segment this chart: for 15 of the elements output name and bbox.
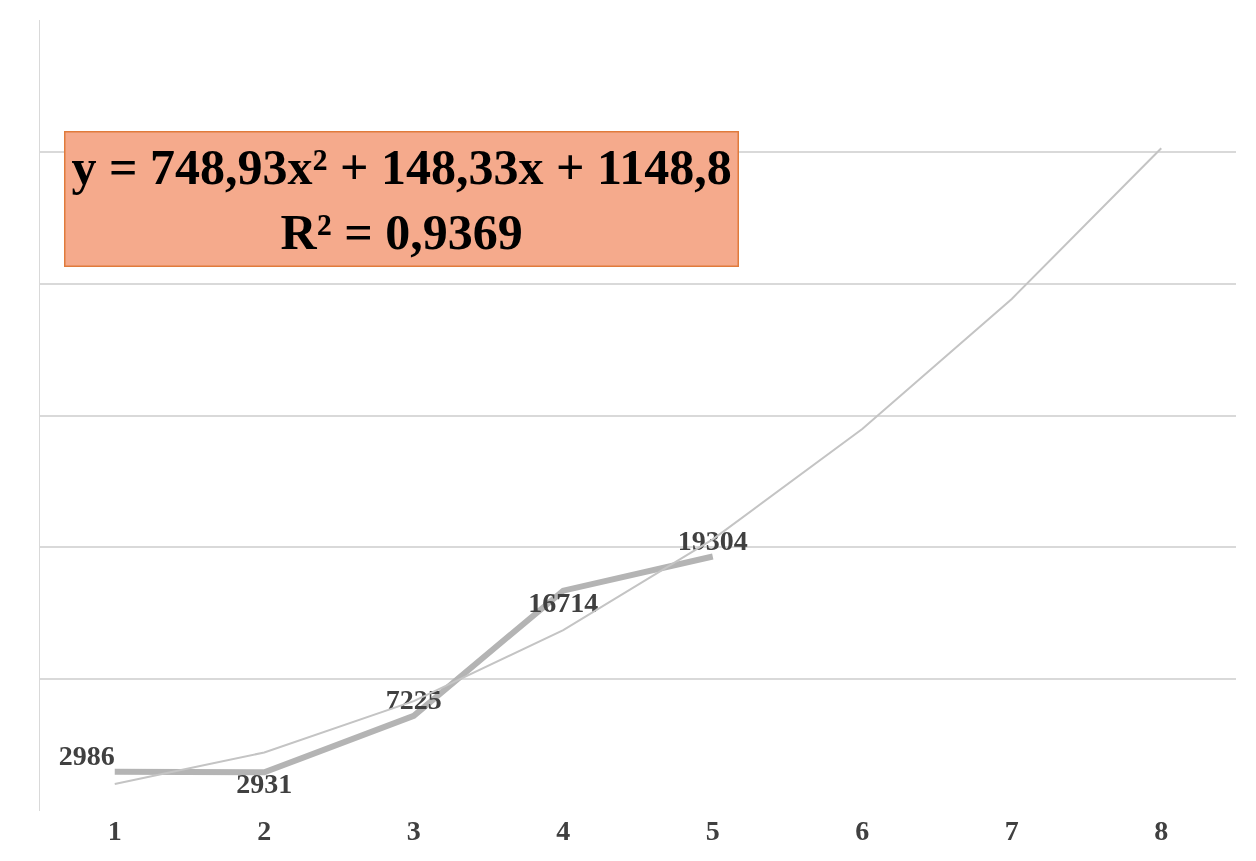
data-label: 2986 (58, 739, 115, 771)
data-label: 16714 (528, 586, 599, 618)
x-tick-label: 2 (257, 815, 272, 846)
x-tick-label: 8 (1154, 815, 1169, 846)
x-tick-label: 7 (1004, 815, 1019, 846)
x-tick-label: 4 (556, 815, 571, 846)
x-tick-label: 1 (107, 815, 122, 846)
x-tick-label: 3 (406, 815, 421, 846)
data-label: 2931 (236, 768, 293, 800)
data-label: 7225 (385, 683, 442, 715)
data-label: 19304 (677, 524, 748, 556)
x-tick-label: 5 (705, 815, 720, 846)
annotation: R² = 0,9369 (280, 203, 523, 260)
annotation: y = 748,93x² + 148,33x + 1148,8 (71, 138, 732, 195)
x-tick-label: 6 (855, 815, 870, 846)
